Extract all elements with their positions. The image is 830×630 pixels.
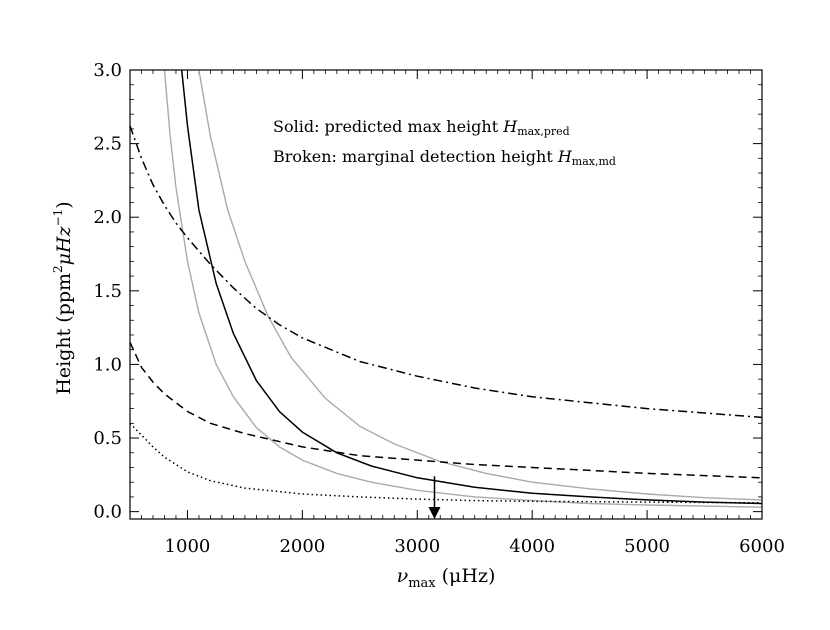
y-axis-text: Height (ppm <box>53 273 75 395</box>
x-tick-label: 3000 <box>394 536 440 557</box>
y-axis-sup-2: −1 <box>51 209 65 227</box>
series-marginal-detection-high <box>129 125 763 419</box>
legend-solid-subscript: max,pred <box>517 125 570 138</box>
x-tick-label: 5000 <box>624 536 670 557</box>
legend-solid-symbol: H <box>502 117 518 136</box>
y-tick-label: 2.5 <box>93 134 122 155</box>
legend-broken-subscript: max,md <box>572 155 616 168</box>
upper-limit-arrow-head <box>428 507 441 519</box>
y-tick-label: 2.0 <box>93 207 122 228</box>
x-axis-subscript: max <box>408 576 436 591</box>
y-axis-label: Height (ppm2μHz−1) <box>51 201 75 394</box>
legend-broken: Broken: marginal detection height Hmax,m… <box>273 147 616 168</box>
x-tick-label: 1000 <box>165 536 211 557</box>
series-predicted-upper-bound <box>198 69 763 501</box>
marker-layer <box>428 476 441 519</box>
legend-broken-text: Broken: marginal detection height <box>273 147 558 166</box>
y-tick-label: 1.0 <box>93 354 122 375</box>
legend-solid: Solid: predicted max height Hmax,pred <box>273 117 570 138</box>
legend-solid-text: Solid: predicted max height <box>273 117 503 136</box>
x-tick-label: 6000 <box>739 536 785 557</box>
y-tick-label: 3.0 <box>93 60 122 81</box>
y-axis-mid: μHz <box>53 225 75 265</box>
tick-layer: 1000 2000 3000 4000 5000 6000 0.0 0.5 1.0 1.5 2.0 2… <box>93 60 785 557</box>
series-layer <box>129 69 763 508</box>
series-marginal-detection-mid <box>129 341 763 479</box>
plot-frame <box>129 69 763 520</box>
x-axis-label: νmax (μHz) <box>397 565 496 591</box>
x-tick-label: 2000 <box>279 536 325 557</box>
y-tick-label: 0.5 <box>93 428 122 449</box>
x-tick-label: 4000 <box>509 536 555 557</box>
legend-broken-symbol: H <box>557 147 573 166</box>
x-axis-symbol: ν <box>397 565 409 587</box>
y-tick-label: 0.0 <box>93 502 122 523</box>
x-axis-unit: (μHz) <box>442 565 496 587</box>
y-axis-end: ) <box>53 201 75 208</box>
y-tick-label: 1.5 <box>93 281 122 302</box>
y-axis-sup-1: 2 <box>51 265 65 273</box>
